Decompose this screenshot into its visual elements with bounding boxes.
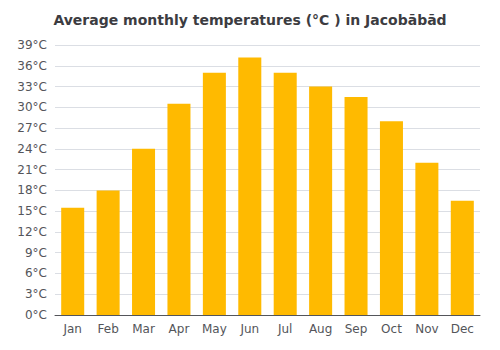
svg-text:Dec: Dec bbox=[451, 322, 474, 336]
svg-text:Nov: Nov bbox=[415, 322, 438, 336]
svg-text:Aug: Aug bbox=[309, 322, 332, 336]
svg-text:6°C: 6°C bbox=[25, 266, 47, 280]
svg-text:0°C: 0°C bbox=[25, 308, 47, 322]
svg-text:Jun: Jun bbox=[239, 322, 259, 336]
svg-text:Apr: Apr bbox=[169, 322, 190, 336]
svg-text:Feb: Feb bbox=[98, 322, 119, 336]
svg-text:39°C: 39°C bbox=[17, 38, 47, 52]
svg-text:Sep: Sep bbox=[345, 322, 368, 336]
svg-text:Jan: Jan bbox=[62, 322, 82, 336]
svg-text:3°C: 3°C bbox=[25, 287, 47, 301]
svg-text:Jul: Jul bbox=[277, 322, 292, 336]
svg-text:9°C: 9°C bbox=[25, 246, 47, 260]
svg-text:Mar: Mar bbox=[132, 322, 155, 336]
svg-text:33°C: 33°C bbox=[17, 80, 47, 94]
svg-text:30°C: 30°C bbox=[17, 100, 47, 114]
svg-text:24°C: 24°C bbox=[17, 142, 47, 156]
svg-text:12°C: 12°C bbox=[17, 225, 47, 239]
svg-text:36°C: 36°C bbox=[17, 59, 47, 73]
svg-text:18°C: 18°C bbox=[17, 183, 47, 197]
svg-text:27°C: 27°C bbox=[17, 121, 47, 135]
svg-text:15°C: 15°C bbox=[17, 204, 47, 218]
svg-text:21°C: 21°C bbox=[17, 163, 47, 177]
svg-text:Oct: Oct bbox=[381, 322, 402, 336]
svg-text:Average monthly temperatures (: Average monthly temperatures (°C ) in Ja… bbox=[53, 12, 446, 28]
svg-text:May: May bbox=[202, 322, 227, 336]
